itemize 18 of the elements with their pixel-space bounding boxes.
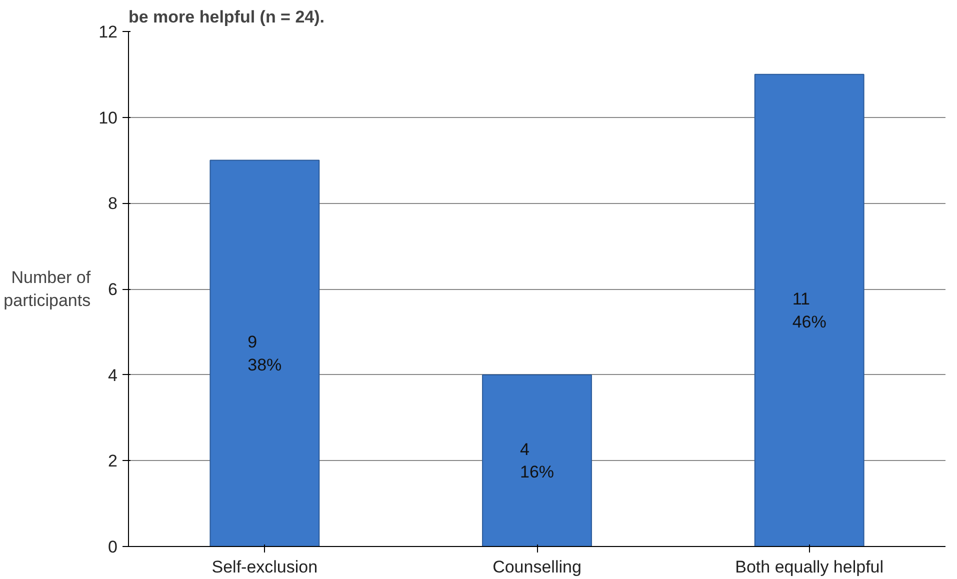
y-axis-title: Number of participants (4, 268, 91, 310)
bar (210, 160, 320, 546)
bar (754, 74, 864, 546)
y-tick-label: 12 (98, 22, 118, 42)
y-tick-label: 2 (108, 452, 118, 471)
data-label: 11 46% (792, 290, 826, 332)
y-tick-label: 0 (108, 538, 118, 556)
data-label: 9 38% (248, 332, 282, 374)
chart-title: be more helpful (n = 24). (128, 8, 325, 26)
x-tick-label: Self-exclusion (212, 558, 318, 576)
y-tick-label: 10 (98, 108, 118, 128)
data-label: 4 16% (520, 440, 554, 482)
bar (482, 374, 592, 546)
y-tick-label: 4 (108, 366, 118, 385)
x-tick-label: Both equally helpful (735, 558, 884, 576)
x-tick-label: Counselling (492, 558, 582, 576)
y-tick-label: 6 (108, 280, 118, 299)
y-tick-label: 8 (108, 194, 118, 214)
